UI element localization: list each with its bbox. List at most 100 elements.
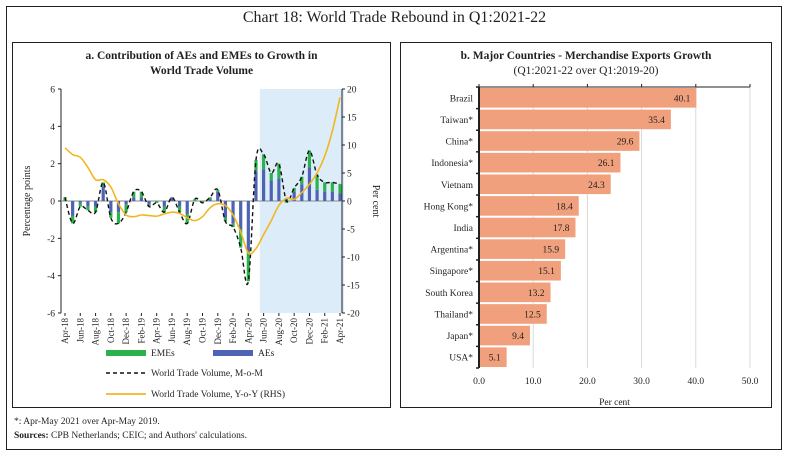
data-label: 17.8: [553, 224, 570, 234]
data-label: 18.4: [556, 202, 573, 212]
x-tick-label: Oct-19: [198, 318, 208, 343]
x-tick-label: 10.0: [525, 377, 542, 387]
y-tick-label: -2: [47, 235, 55, 245]
aes-bar: [208, 199, 212, 201]
x-tick-label: Aug-19: [182, 318, 192, 346]
emes-bar: [116, 212, 121, 224]
y-right-tick-label: 0: [347, 198, 352, 208]
x-tick-label: Aug-18: [91, 318, 101, 346]
aes-bar: [262, 169, 266, 201]
bar: [479, 217, 576, 238]
aes-bar: [132, 197, 136, 201]
category-label: Vietnam: [441, 181, 474, 191]
x-tick-label: 30.0: [633, 377, 650, 387]
aes-bar: [323, 191, 327, 201]
emes-bar: [132, 191, 136, 198]
x-tick-label: Feb-19: [136, 318, 146, 344]
emes-bar: [231, 223, 235, 228]
emes-bar: [208, 197, 212, 200]
x-tick-label: Apr-19: [152, 318, 162, 344]
sources-text: CPB Netherlands; CEIC; and Authors' calc…: [51, 431, 247, 441]
aes-bar: [231, 201, 235, 224]
data-label: 13.2: [528, 289, 545, 299]
x-tick-label: 40.0: [687, 377, 704, 387]
aes-bar: [116, 201, 121, 213]
emes-bar: [162, 206, 166, 213]
bar: [479, 196, 579, 216]
x-tick-label: Jun-20: [259, 318, 269, 343]
y-right-axis-label: Per cent: [370, 185, 381, 218]
aes-bar: [162, 201, 166, 207]
aes-bar: [338, 193, 342, 201]
data-label: 15.1: [538, 267, 555, 277]
x-tick-label: Aug-20: [274, 318, 284, 346]
emes-bar: [200, 201, 205, 203]
x-tick-label: Dec-20: [304, 318, 314, 345]
emes-bar: [323, 182, 327, 192]
aes-bar: [216, 191, 220, 201]
y-tick-label: 2: [50, 160, 55, 170]
sources-label: Sources:: [14, 431, 49, 441]
panel-a-title: a. Contribution of AEs and EMEs to Growt…: [13, 49, 390, 79]
aes-bar: [315, 189, 319, 201]
data-label: 35.4: [648, 116, 665, 126]
panel-b-title: b. Major Countries - Merchandise Exports…: [401, 49, 771, 79]
aes-bar: [185, 201, 189, 215]
y-right-tick-label: -15: [347, 282, 360, 292]
aes-bar: [239, 201, 243, 229]
bar: [479, 152, 621, 173]
bar: [479, 131, 640, 151]
aes-bar: [292, 191, 296, 201]
category-label: Brazil: [450, 94, 474, 104]
legend-emes-label: EMEs: [151, 349, 175, 359]
emes-bar: [193, 199, 197, 201]
legend-aes-swatch: [213, 350, 253, 356]
bar: [479, 109, 671, 130]
y-tick-label: 4: [50, 123, 55, 133]
bar: [479, 304, 547, 324]
x-tick-label: Apr-20: [243, 318, 253, 344]
category-label: Japan*: [447, 332, 474, 342]
x-tick-label: Feb-20: [228, 318, 238, 344]
x-tick-label: Oct-18: [106, 318, 116, 343]
data-label: 29.6: [617, 138, 634, 148]
bar: [479, 260, 561, 281]
y-tick-label: -4: [47, 272, 55, 282]
aes-bar: [177, 201, 182, 207]
category-label: Indonesia*: [431, 159, 473, 169]
y-tick-label: -6: [47, 310, 55, 320]
category-label: India: [453, 224, 473, 234]
panel-a-chart: 6420-2-4-620151050-5-10-15-20Percentage …: [22, 86, 381, 401]
legend-aes-label: AEs: [258, 349, 275, 359]
x-tick-label: 0.0: [473, 377, 485, 387]
category-label: USA*: [449, 354, 473, 364]
emes-bar: [223, 217, 228, 222]
y-right-tick-label: -5: [347, 226, 355, 236]
legend-yoy-label: World Trade Volume, Y-o-Y (RHS): [151, 389, 285, 400]
panel-b-title-line1: b. Major Countries - Merchandise Exports…: [460, 50, 712, 62]
aes-bar: [223, 201, 228, 218]
y-right-tick-label: 20: [347, 86, 357, 96]
aes-bar: [109, 201, 113, 213]
aes-bar: [139, 197, 143, 201]
data-label: 26.1: [598, 159, 615, 169]
category-label: China*: [446, 138, 474, 148]
y-right-tick-label: 5: [347, 170, 352, 180]
legend-mom-label: World Trade Volume, M-o-M: [151, 369, 263, 379]
aes-bar: [170, 197, 174, 201]
aes-bar: [101, 186, 105, 201]
emes-bar: [338, 184, 342, 194]
sources-line: Sources: CPB Netherlands; CEIC; and Auth…: [14, 431, 247, 441]
emes-bar: [269, 173, 273, 181]
bar: [479, 325, 530, 346]
emes-bar: [216, 189, 220, 192]
category-label: Argentina*: [430, 246, 473, 256]
aes-bar: [86, 201, 90, 207]
category-label: Thailand*: [434, 310, 473, 320]
y-axis-label: Percentage points: [22, 165, 33, 236]
emes-bar: [307, 150, 312, 168]
panel-a-title-line2: World Trade Volume: [149, 65, 254, 77]
aes-bar: [78, 201, 82, 203]
data-label: 9.4: [512, 332, 524, 342]
emes-bar: [239, 229, 243, 248]
